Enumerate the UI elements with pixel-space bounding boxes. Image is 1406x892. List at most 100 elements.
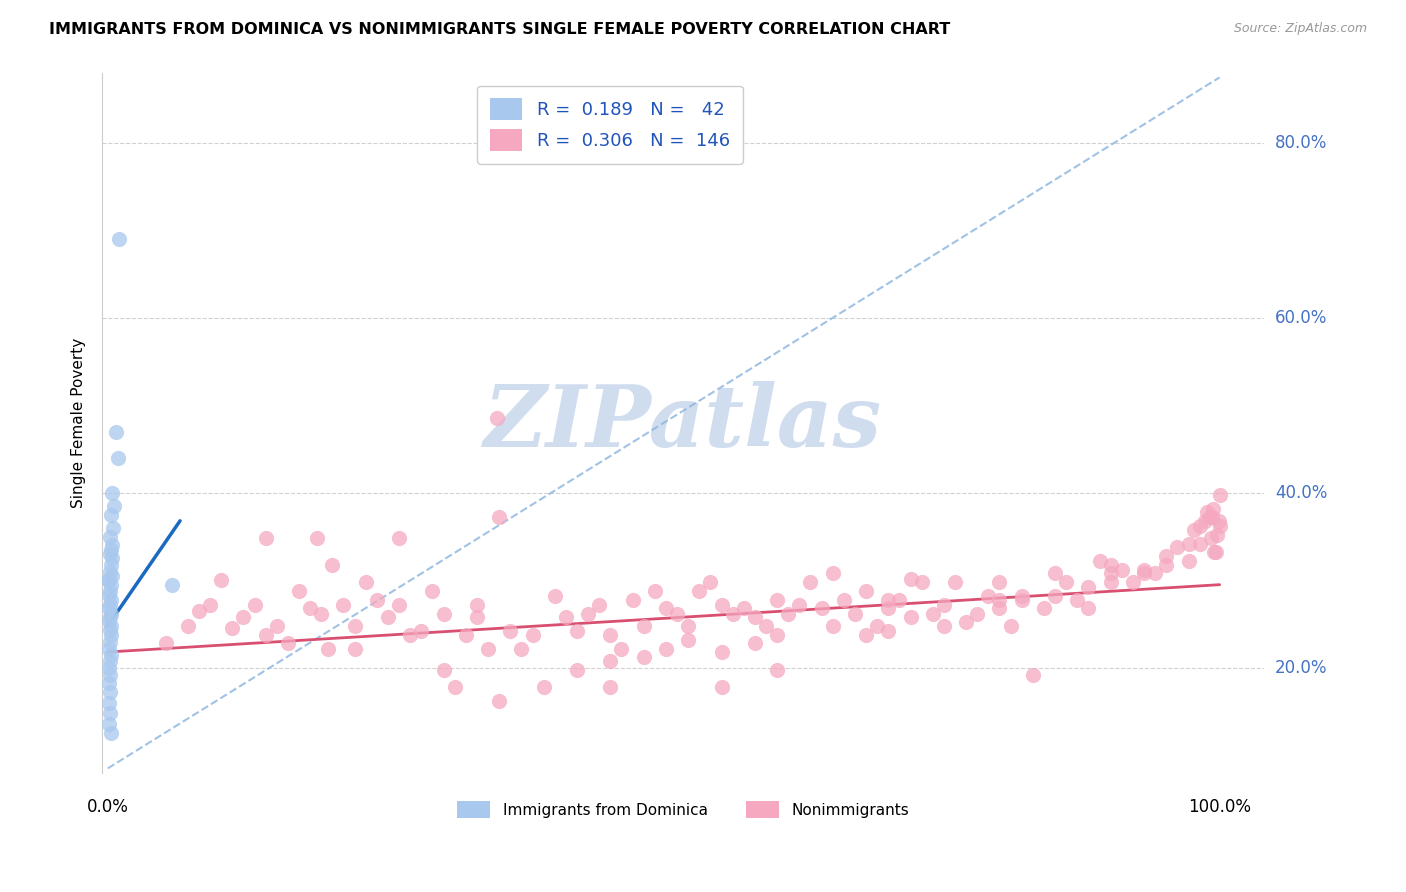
Point <box>321 558 343 572</box>
Point <box>254 627 277 641</box>
Point <box>666 607 689 621</box>
Point <box>100 619 122 633</box>
Point <box>1182 523 1205 537</box>
Point <box>510 641 533 656</box>
Point <box>544 589 567 603</box>
Point <box>98 598 121 612</box>
Point <box>98 623 121 637</box>
Point <box>299 601 322 615</box>
Point <box>97 588 120 602</box>
Point <box>98 547 121 561</box>
Point <box>633 619 655 633</box>
Point <box>97 574 120 588</box>
Point <box>354 575 377 590</box>
Point <box>621 592 644 607</box>
Point <box>1206 528 1229 542</box>
Point <box>97 661 120 675</box>
Text: Source: ZipAtlas.com: Source: ZipAtlas.com <box>1233 22 1367 36</box>
Point <box>465 610 488 624</box>
Point <box>101 538 124 552</box>
Point <box>1043 566 1066 581</box>
Point <box>1198 510 1220 524</box>
Point <box>100 648 122 662</box>
Point <box>676 632 699 647</box>
Point <box>1033 601 1056 615</box>
Point <box>1177 536 1199 550</box>
Point <box>900 572 922 586</box>
Point <box>1166 540 1188 554</box>
Point <box>1111 563 1133 577</box>
Point <box>485 411 508 425</box>
Point <box>1204 545 1226 559</box>
Point <box>1154 549 1177 563</box>
Point <box>443 680 465 694</box>
Point <box>1188 536 1211 550</box>
Point <box>710 598 733 612</box>
Point <box>832 592 855 607</box>
Point <box>966 607 988 621</box>
Point <box>107 450 129 465</box>
Point <box>778 607 800 621</box>
Point <box>104 425 127 439</box>
Point <box>977 589 1000 603</box>
Point <box>309 607 332 621</box>
Point <box>98 610 121 624</box>
Point <box>98 583 121 598</box>
Point <box>98 530 121 544</box>
Legend: Immigrants from Dominica, Nonimmigrants: Immigrants from Dominica, Nonimmigrants <box>451 795 915 824</box>
Point <box>477 641 499 656</box>
Point <box>921 607 943 621</box>
Point <box>955 615 977 630</box>
Point <box>277 636 299 650</box>
Point <box>988 592 1011 607</box>
Point <box>644 583 666 598</box>
Point <box>588 598 610 612</box>
Point <box>855 627 877 641</box>
Point <box>565 624 588 638</box>
Point <box>432 663 454 677</box>
Point <box>855 583 877 598</box>
Point <box>655 601 678 615</box>
Point <box>866 619 889 633</box>
Point <box>877 601 900 615</box>
Text: 20.0%: 20.0% <box>1275 659 1327 677</box>
Point <box>1077 580 1099 594</box>
Point <box>599 680 621 694</box>
Point <box>1011 589 1033 603</box>
Point <box>1099 566 1122 581</box>
Point <box>100 577 122 591</box>
Text: IMMIGRANTS FROM DOMINICA VS NONIMMIGRANTS SINGLE FEMALE POVERTY CORRELATION CHAR: IMMIGRANTS FROM DOMINICA VS NONIMMIGRANT… <box>49 22 950 37</box>
Point <box>432 607 454 621</box>
Point <box>1144 566 1167 581</box>
Point <box>633 650 655 665</box>
Point <box>1208 514 1230 528</box>
Point <box>1194 514 1216 528</box>
Point <box>889 592 911 607</box>
Point <box>454 627 477 641</box>
Point <box>98 565 121 579</box>
Point <box>522 627 544 641</box>
Point <box>100 508 122 522</box>
Point <box>877 592 900 607</box>
Point <box>1000 619 1022 633</box>
Point <box>198 598 221 612</box>
Point <box>755 619 778 633</box>
Point <box>399 627 422 641</box>
Point <box>554 610 576 624</box>
Point <box>98 667 121 681</box>
Point <box>789 598 811 612</box>
Point <box>821 619 844 633</box>
Point <box>187 604 209 618</box>
Point <box>377 610 399 624</box>
Point <box>411 624 433 638</box>
Point <box>844 607 866 621</box>
Point <box>1099 558 1122 572</box>
Point <box>721 607 744 621</box>
Point <box>932 619 955 633</box>
Point <box>655 641 678 656</box>
Point <box>343 641 366 656</box>
Point <box>243 598 266 612</box>
Point <box>209 574 232 588</box>
Point <box>766 627 789 641</box>
Point <box>343 619 366 633</box>
